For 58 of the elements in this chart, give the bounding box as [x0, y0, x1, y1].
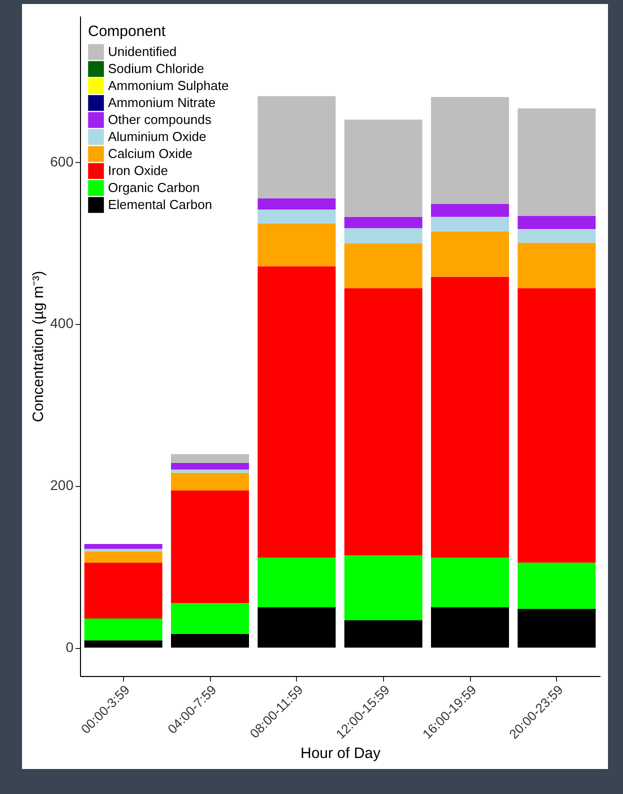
legend-title: Component — [88, 23, 166, 40]
bar — [344, 120, 422, 217]
bar — [431, 231, 509, 277]
legend-label: Elemental Carbon — [108, 197, 212, 212]
bar — [84, 640, 162, 648]
bar — [258, 210, 336, 224]
bar — [171, 454, 249, 464]
legend-label: Calcium Oxide — [108, 146, 193, 161]
bar — [171, 634, 249, 648]
legend-label: Ammonium Sulphate — [108, 78, 229, 93]
bar — [84, 562, 162, 619]
legend-label: Ammonium Nitrate — [108, 95, 216, 110]
legend-label: Sodium Chloride — [108, 61, 204, 76]
bar — [258, 266, 336, 558]
y-axis-title: Concentration (µg m⁻³) — [30, 270, 48, 422]
bar — [171, 472, 249, 491]
bar — [431, 204, 509, 217]
y-tick-label: 0 — [66, 639, 74, 656]
x-axis-title: Hour of Day — [300, 744, 382, 762]
bar — [258, 198, 336, 210]
bar — [518, 608, 596, 648]
bar — [431, 558, 509, 608]
bar — [344, 620, 422, 648]
bar — [518, 242, 596, 288]
bar — [171, 463, 249, 470]
legend-label: Iron Oxide — [108, 163, 168, 178]
y-tick-label: 400 — [50, 315, 74, 332]
legend-label: Other compounds — [108, 112, 212, 127]
y-tick-label: 600 — [50, 153, 74, 170]
bar — [84, 551, 162, 563]
bar — [258, 558, 336, 608]
legend-label: Unidentified — [108, 44, 177, 59]
bar — [431, 96, 509, 204]
bar — [171, 603, 249, 634]
bar — [344, 288, 422, 556]
bar — [431, 607, 509, 648]
bar — [171, 490, 249, 604]
bar — [84, 544, 162, 549]
bar — [344, 228, 422, 244]
legend-label: Organic Carbon — [108, 180, 200, 195]
y-tick-label: 200 — [50, 477, 74, 494]
bar — [518, 562, 596, 609]
bar — [518, 108, 596, 216]
bar — [518, 228, 596, 243]
bar — [431, 216, 509, 232]
bar — [431, 276, 509, 558]
bar — [171, 469, 249, 473]
bar — [258, 96, 336, 198]
bar — [84, 618, 162, 640]
bar — [344, 555, 422, 620]
bar — [258, 223, 336, 266]
bar — [518, 288, 596, 563]
bar — [344, 244, 422, 288]
bar — [344, 216, 422, 228]
bar — [258, 607, 336, 648]
bar — [84, 548, 162, 552]
legend-label: Aluminium Oxide — [108, 129, 206, 144]
bar — [518, 216, 596, 229]
